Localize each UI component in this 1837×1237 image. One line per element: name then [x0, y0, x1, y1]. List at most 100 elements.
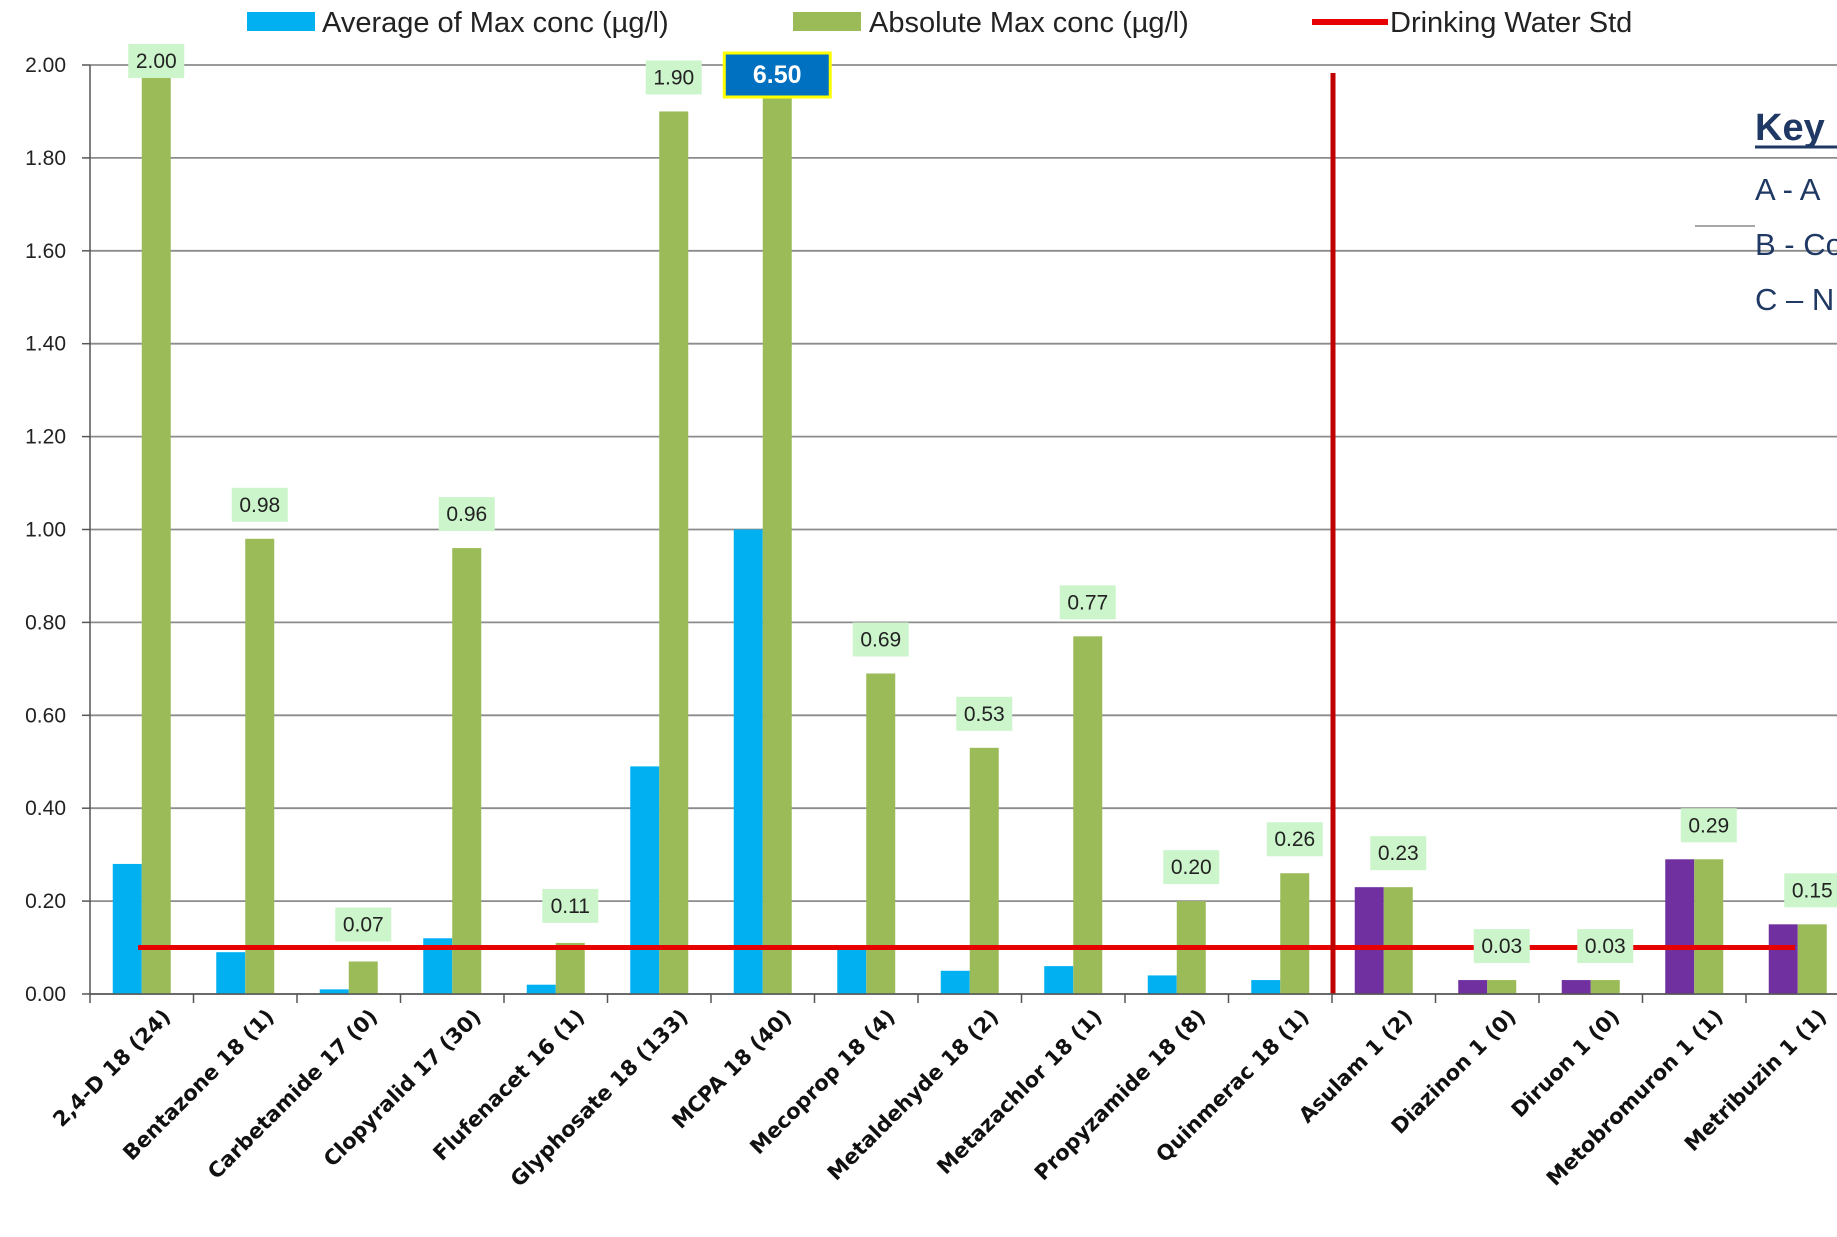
key-line-c: C – N	[1755, 282, 1834, 317]
data-label: 0.20	[1171, 856, 1212, 879]
legend: Average of Max conc (µg/l) Absolute Max c…	[247, 7, 1632, 39]
data-label-box	[645, 60, 702, 95]
bar-absolute-max-conc	[866, 673, 896, 994]
y-tick-label: 0.60	[25, 704, 66, 727]
y-axis: 0.00 0.20 0.40 0.60 0.80 1.00 1.20 1.40 1.60 1.80…	[25, 54, 91, 1006]
bar-average-max-conc	[112, 863, 142, 994]
data-label-box	[1059, 585, 1116, 620]
data-label: 0.07	[343, 913, 384, 936]
legend-label-drinking-water-std: Drinking Water Std	[1390, 7, 1632, 39]
x-category-label: Carbetamide 17 (0)	[203, 1005, 382, 1184]
data-label: 0.26	[1274, 828, 1315, 851]
bar-absolute-max-conc	[141, 65, 171, 994]
data-label: 0.03	[1481, 935, 1522, 958]
x-category-label: Glyphosate 18 (133)	[506, 1005, 693, 1192]
x-category-label: Metazachlor 18 (1)	[932, 1005, 1107, 1180]
data-label: 0.23	[1378, 842, 1419, 865]
bar-absolute-max-conc	[1280, 873, 1310, 994]
data-label: 1.90	[653, 66, 694, 89]
data-label-box-highlight	[722, 51, 832, 99]
data-label-box	[1370, 836, 1427, 871]
grid-lines	[90, 64, 1837, 995]
data-label-box	[1473, 929, 1530, 964]
bar-average-max-conc	[216, 952, 246, 994]
data-label-box	[438, 497, 495, 532]
data-label: 0.03	[1585, 935, 1626, 958]
legend-swatch-absolute-max-conc	[793, 12, 861, 31]
bar-average-max-conc	[1044, 966, 1074, 994]
data-label: 2.00	[136, 50, 177, 73]
data-label-box	[1577, 929, 1634, 964]
data-label-box	[1680, 808, 1737, 843]
bar-absolute-max-conc	[555, 942, 585, 994]
x-axis: 2,4-D 18 (24)Bentazone 18 (1)Carbetamide…	[48, 993, 1837, 1192]
bar-average-max-conc	[1768, 924, 1798, 994]
x-category-label: Diruon 1 (0)	[1507, 1005, 1625, 1123]
bar-absolute-max-conc	[1797, 924, 1827, 994]
data-label-box	[1266, 822, 1323, 857]
legend-label-average-max-conc: Average of Max conc (µg/l)	[322, 7, 669, 39]
y-tick-label: 1.40	[25, 333, 66, 356]
bar-absolute-max-conc	[245, 538, 275, 994]
y-tick-label: 1.80	[25, 147, 66, 170]
data-label-box	[542, 888, 599, 923]
x-category-label: Metobromuron 1 (1)	[1542, 1005, 1728, 1191]
bar-absolute-max-conc	[969, 747, 999, 994]
bar-average-max-conc	[319, 989, 349, 994]
y-tick-label: 0.00	[25, 983, 66, 1006]
data-label-box	[128, 44, 185, 78]
bar-absolute-max-conc	[452, 548, 482, 994]
x-category-label: Propyzamide 18 (8)	[1030, 1005, 1211, 1186]
bar-absolute-max-conc	[1694, 859, 1724, 994]
key-line-b: B - Co	[1755, 227, 1837, 262]
data-label: 0.69	[860, 628, 901, 651]
y-tick-label: 0.40	[25, 797, 66, 820]
key-box: Key A - A B - Co C – N	[1695, 107, 1837, 317]
bar-average-max-conc	[1665, 859, 1695, 994]
bar-average-max-conc	[526, 984, 556, 994]
data-label: 0.15	[1792, 879, 1833, 902]
bar-average-max-conc	[1354, 887, 1384, 994]
legend-swatch-average-max-conc	[247, 12, 315, 31]
bar-absolute-max-conc	[659, 111, 689, 994]
bar-absolute-max-conc	[1487, 980, 1517, 994]
bar-absolute-max-conc	[348, 961, 378, 994]
data-label: 0.11	[551, 895, 590, 918]
data-labels: 2.00 0.98 0.07 0.96 0.11 1.90 6.50 0.69 0.53 0.77…	[128, 44, 1837, 964]
data-label: 0.96	[446, 503, 487, 526]
bar-absolute-max-conc	[1383, 887, 1413, 994]
bar-average-max-conc	[1147, 975, 1177, 994]
y-tick-label: 0.80	[25, 611, 66, 634]
y-tick-label: 2.00	[25, 54, 66, 77]
bar-average-max-conc	[733, 529, 763, 994]
key-line-a: A - A	[1755, 172, 1821, 207]
data-label: 0.53	[964, 703, 1005, 726]
bars	[112, 65, 1827, 994]
data-label: 0.98	[239, 494, 280, 517]
bar-absolute-max-conc	[1590, 980, 1620, 994]
data-label: 6.50	[753, 61, 802, 89]
data-label-box	[852, 622, 909, 657]
bar-absolute-max-conc	[1073, 636, 1103, 994]
data-label-box	[1784, 873, 1837, 908]
data-label: 0.77	[1067, 591, 1108, 614]
y-tick-label: 1.00	[25, 519, 66, 542]
bar-average-max-conc	[1251, 980, 1281, 994]
y-tick-label: 1.60	[25, 240, 66, 263]
data-label-box	[1163, 850, 1220, 885]
data-label-box	[335, 907, 392, 942]
bar-average-max-conc	[630, 766, 660, 994]
data-label: 0.29	[1688, 814, 1729, 837]
x-category-label: Metaldehyde 18 (2)	[823, 1005, 1004, 1186]
bar-average-max-conc	[1561, 980, 1591, 994]
y-tick-label: 1.20	[25, 426, 66, 449]
bar-average-max-conc	[837, 947, 867, 994]
y-tick-label: 0.20	[25, 890, 66, 913]
bar-absolute-max-conc	[762, 65, 792, 994]
bar-average-max-conc	[940, 970, 970, 994]
legend-label-absolute-max-conc: Absolute Max conc (µg/l)	[869, 7, 1189, 39]
key-title: Key	[1755, 107, 1825, 149]
data-label-box	[231, 487, 288, 522]
data-label-box	[956, 696, 1013, 731]
